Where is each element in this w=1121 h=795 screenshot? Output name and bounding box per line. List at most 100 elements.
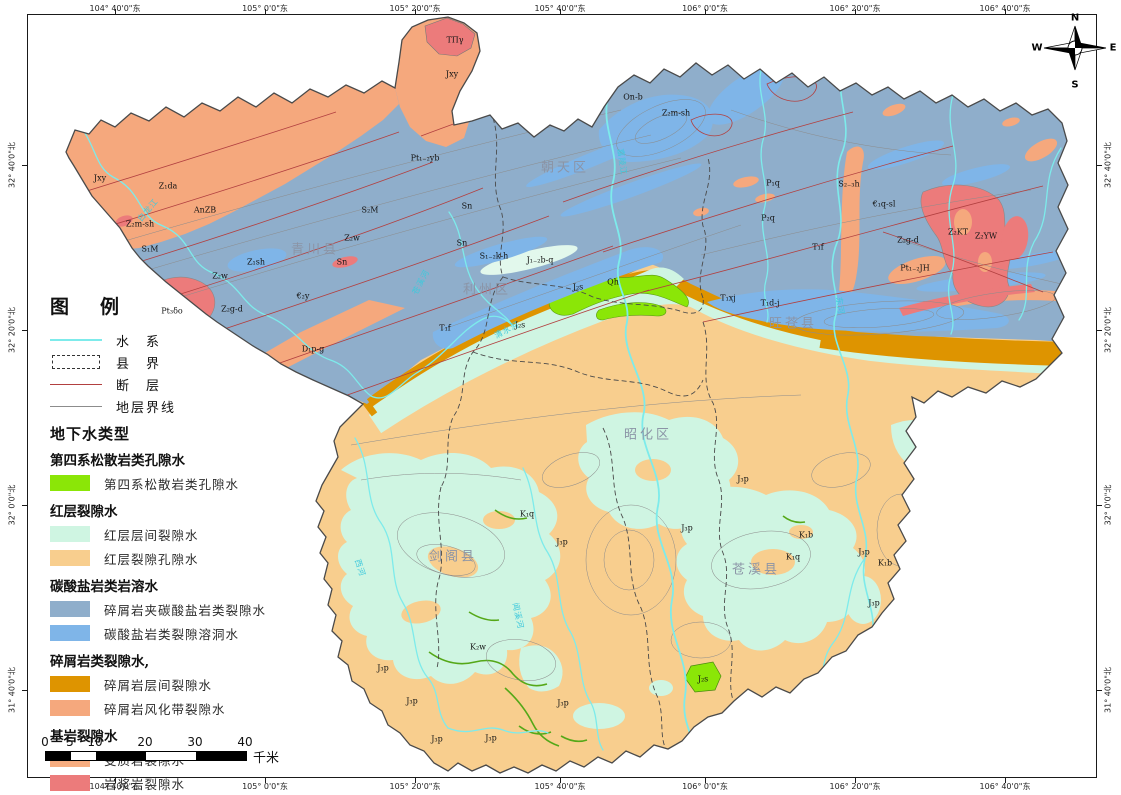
axis-label-left: 32° 20'0"北 bbox=[7, 307, 17, 353]
blue-b8b bbox=[991, 250, 1068, 270]
legend-item-label: 红层裂隙孔隙水 bbox=[104, 551, 199, 567]
legend-item-label: 碎屑岩风化带裂隙水 bbox=[104, 701, 226, 717]
legend: 图 例 水 系县 界断 层地层界线 地下水类型 第四系松散岩类孔隙水 第四系松散岩… bbox=[50, 292, 290, 795]
legend-item-label: 第四系松散岩类孔隙水 bbox=[104, 476, 240, 492]
legend-line-sample bbox=[50, 383, 102, 385]
blue-b5a bbox=[867, 140, 945, 170]
red-zkt bbox=[920, 184, 1011, 308]
salmon-sm3 bbox=[693, 207, 709, 217]
axis-tick bbox=[1097, 690, 1102, 691]
red-sn bbox=[332, 256, 358, 268]
axis-tick bbox=[22, 165, 27, 166]
stratum-line-sample bbox=[50, 405, 102, 407]
legend-line-sample bbox=[50, 339, 102, 341]
legend-item: 碎屑岩层间裂隙水 bbox=[50, 672, 290, 696]
scale-segment bbox=[46, 752, 71, 760]
blue-b6 bbox=[454, 236, 548, 268]
map-canvas bbox=[65, 16, 1069, 774]
region-outline bbox=[65, 16, 1069, 774]
scale-bar-segments bbox=[45, 751, 247, 761]
axis-tick bbox=[265, 778, 266, 783]
mint-blob-sw bbox=[519, 645, 563, 692]
legend-line-label: 水 系 bbox=[116, 334, 162, 350]
compass-w-label: W bbox=[1031, 42, 1043, 54]
axis-tick bbox=[705, 9, 706, 14]
legend-group-header: 第四系松散岩类孔隙水 bbox=[50, 453, 185, 469]
axis-tick bbox=[265, 9, 266, 14]
blue-ne-ext bbox=[707, 65, 785, 125]
legend-swatch bbox=[50, 475, 90, 491]
salmon-p2q bbox=[755, 193, 775, 203]
axis-label-bottom: 105° 0'0"东 bbox=[242, 782, 288, 791]
tan-hole-2 bbox=[401, 600, 441, 624]
salmon-ne bbox=[1024, 138, 1058, 162]
axis-label-bottom: 104° 40'0"东 bbox=[89, 782, 141, 791]
axis-label-top: 106° 20'0"东 bbox=[829, 4, 881, 13]
salmon-sm2 bbox=[1002, 117, 1020, 127]
axis-tick bbox=[1097, 165, 1102, 166]
axis-label-top: 106° 0'0"东 bbox=[682, 4, 728, 13]
scale-tick-label: 5 bbox=[66, 735, 74, 749]
county-boundaries bbox=[435, 117, 734, 754]
legend-swatch bbox=[50, 526, 90, 542]
legend-swatch bbox=[50, 601, 90, 617]
legend-item-label: 岩浆岩裂隙水 bbox=[104, 776, 186, 792]
axis-tick bbox=[855, 9, 856, 14]
legend-swatch bbox=[50, 625, 90, 641]
axis-label-top: 105° 0'0"东 bbox=[242, 4, 288, 13]
salmon-sm1 bbox=[882, 103, 906, 117]
axis-label-top: 105° 40'0"东 bbox=[534, 4, 586, 13]
blue-b5b bbox=[941, 164, 1011, 186]
scale-tick-label: 30 bbox=[187, 735, 203, 749]
legend-item: 红层裂隙孔隙水 bbox=[50, 546, 290, 570]
compass-rose: N S W E bbox=[1031, 10, 1116, 92]
axis-label-right: 32° 40'0"北 bbox=[1103, 142, 1113, 188]
legend-line-item: 水 系 bbox=[50, 329, 290, 351]
salmon-ptjh bbox=[888, 256, 946, 284]
legend-item: 碳酸盐岩类裂隙溶洞水 bbox=[50, 621, 290, 645]
salmon-inclusion-1 bbox=[954, 209, 972, 235]
axis-label-right: 32° 0'0"北 bbox=[1103, 484, 1113, 526]
axis-label-bottom: 106° 40'0"东 bbox=[979, 782, 1031, 791]
axis-label-left: 31° 40'0"北 bbox=[7, 667, 17, 713]
axis-tick bbox=[22, 505, 27, 506]
scale-bar: 0 5 10 20 30 40 千米 bbox=[41, 735, 345, 766]
legend-item: 碎屑岩风化带裂隙水 bbox=[50, 696, 290, 720]
legend-group-header: 碎屑岩类裂隙水, bbox=[50, 654, 150, 670]
blue-wangcang bbox=[707, 289, 1009, 332]
scale-segment bbox=[96, 752, 146, 760]
scale-tick-label: 10 bbox=[87, 735, 103, 749]
legend-item: 岩浆岩裂隙水 bbox=[50, 771, 290, 795]
axis-label-bottom: 105° 20'0"东 bbox=[389, 782, 441, 791]
compass-s-label: S bbox=[1071, 79, 1079, 91]
scale-tick-label: 40 bbox=[237, 735, 253, 749]
legend-line-item: 县 界 bbox=[50, 351, 290, 373]
legend-group-header: 红层裂隙水 bbox=[50, 504, 118, 520]
legend-line-sample bbox=[50, 355, 102, 369]
axis-label-top: 106° 40'0"东 bbox=[979, 4, 1031, 13]
axis-tick bbox=[415, 9, 416, 14]
axis-tick bbox=[1005, 9, 1006, 14]
legend-line-label: 县 界 bbox=[116, 356, 162, 372]
legend-item-label: 碎屑岩层间裂隙水 bbox=[104, 677, 213, 693]
tan-hole-6 bbox=[789, 525, 813, 539]
axis-label-left: 32° 40'0"北 bbox=[7, 142, 17, 188]
salmon-inclusion-2 bbox=[978, 252, 992, 272]
legend-line-item: 地层界线 bbox=[50, 395, 290, 417]
zone-magmatic-top bbox=[424, 17, 476, 57]
tan-hole-3 bbox=[483, 511, 515, 529]
river-line-sample bbox=[50, 339, 102, 341]
axis-label-right: 32° 20'0"北 bbox=[1103, 307, 1113, 353]
legend-line-label: 断 层 bbox=[116, 378, 162, 394]
tan-hole-4 bbox=[635, 459, 671, 481]
axis-tick bbox=[22, 690, 27, 691]
tan-hole-5 bbox=[751, 549, 795, 575]
axis-label-left: 32° 0'0"北 bbox=[7, 484, 17, 526]
legend-title: 图 例 bbox=[50, 296, 126, 318]
axis-label-top: 104° 40'0"东 bbox=[89, 4, 141, 13]
scale-segment bbox=[146, 752, 196, 760]
axis-label-bottom: 106° 0'0"东 bbox=[682, 782, 728, 791]
legend-item-label: 红层层间裂隙水 bbox=[104, 527, 199, 543]
fault-line-sample bbox=[50, 383, 102, 385]
